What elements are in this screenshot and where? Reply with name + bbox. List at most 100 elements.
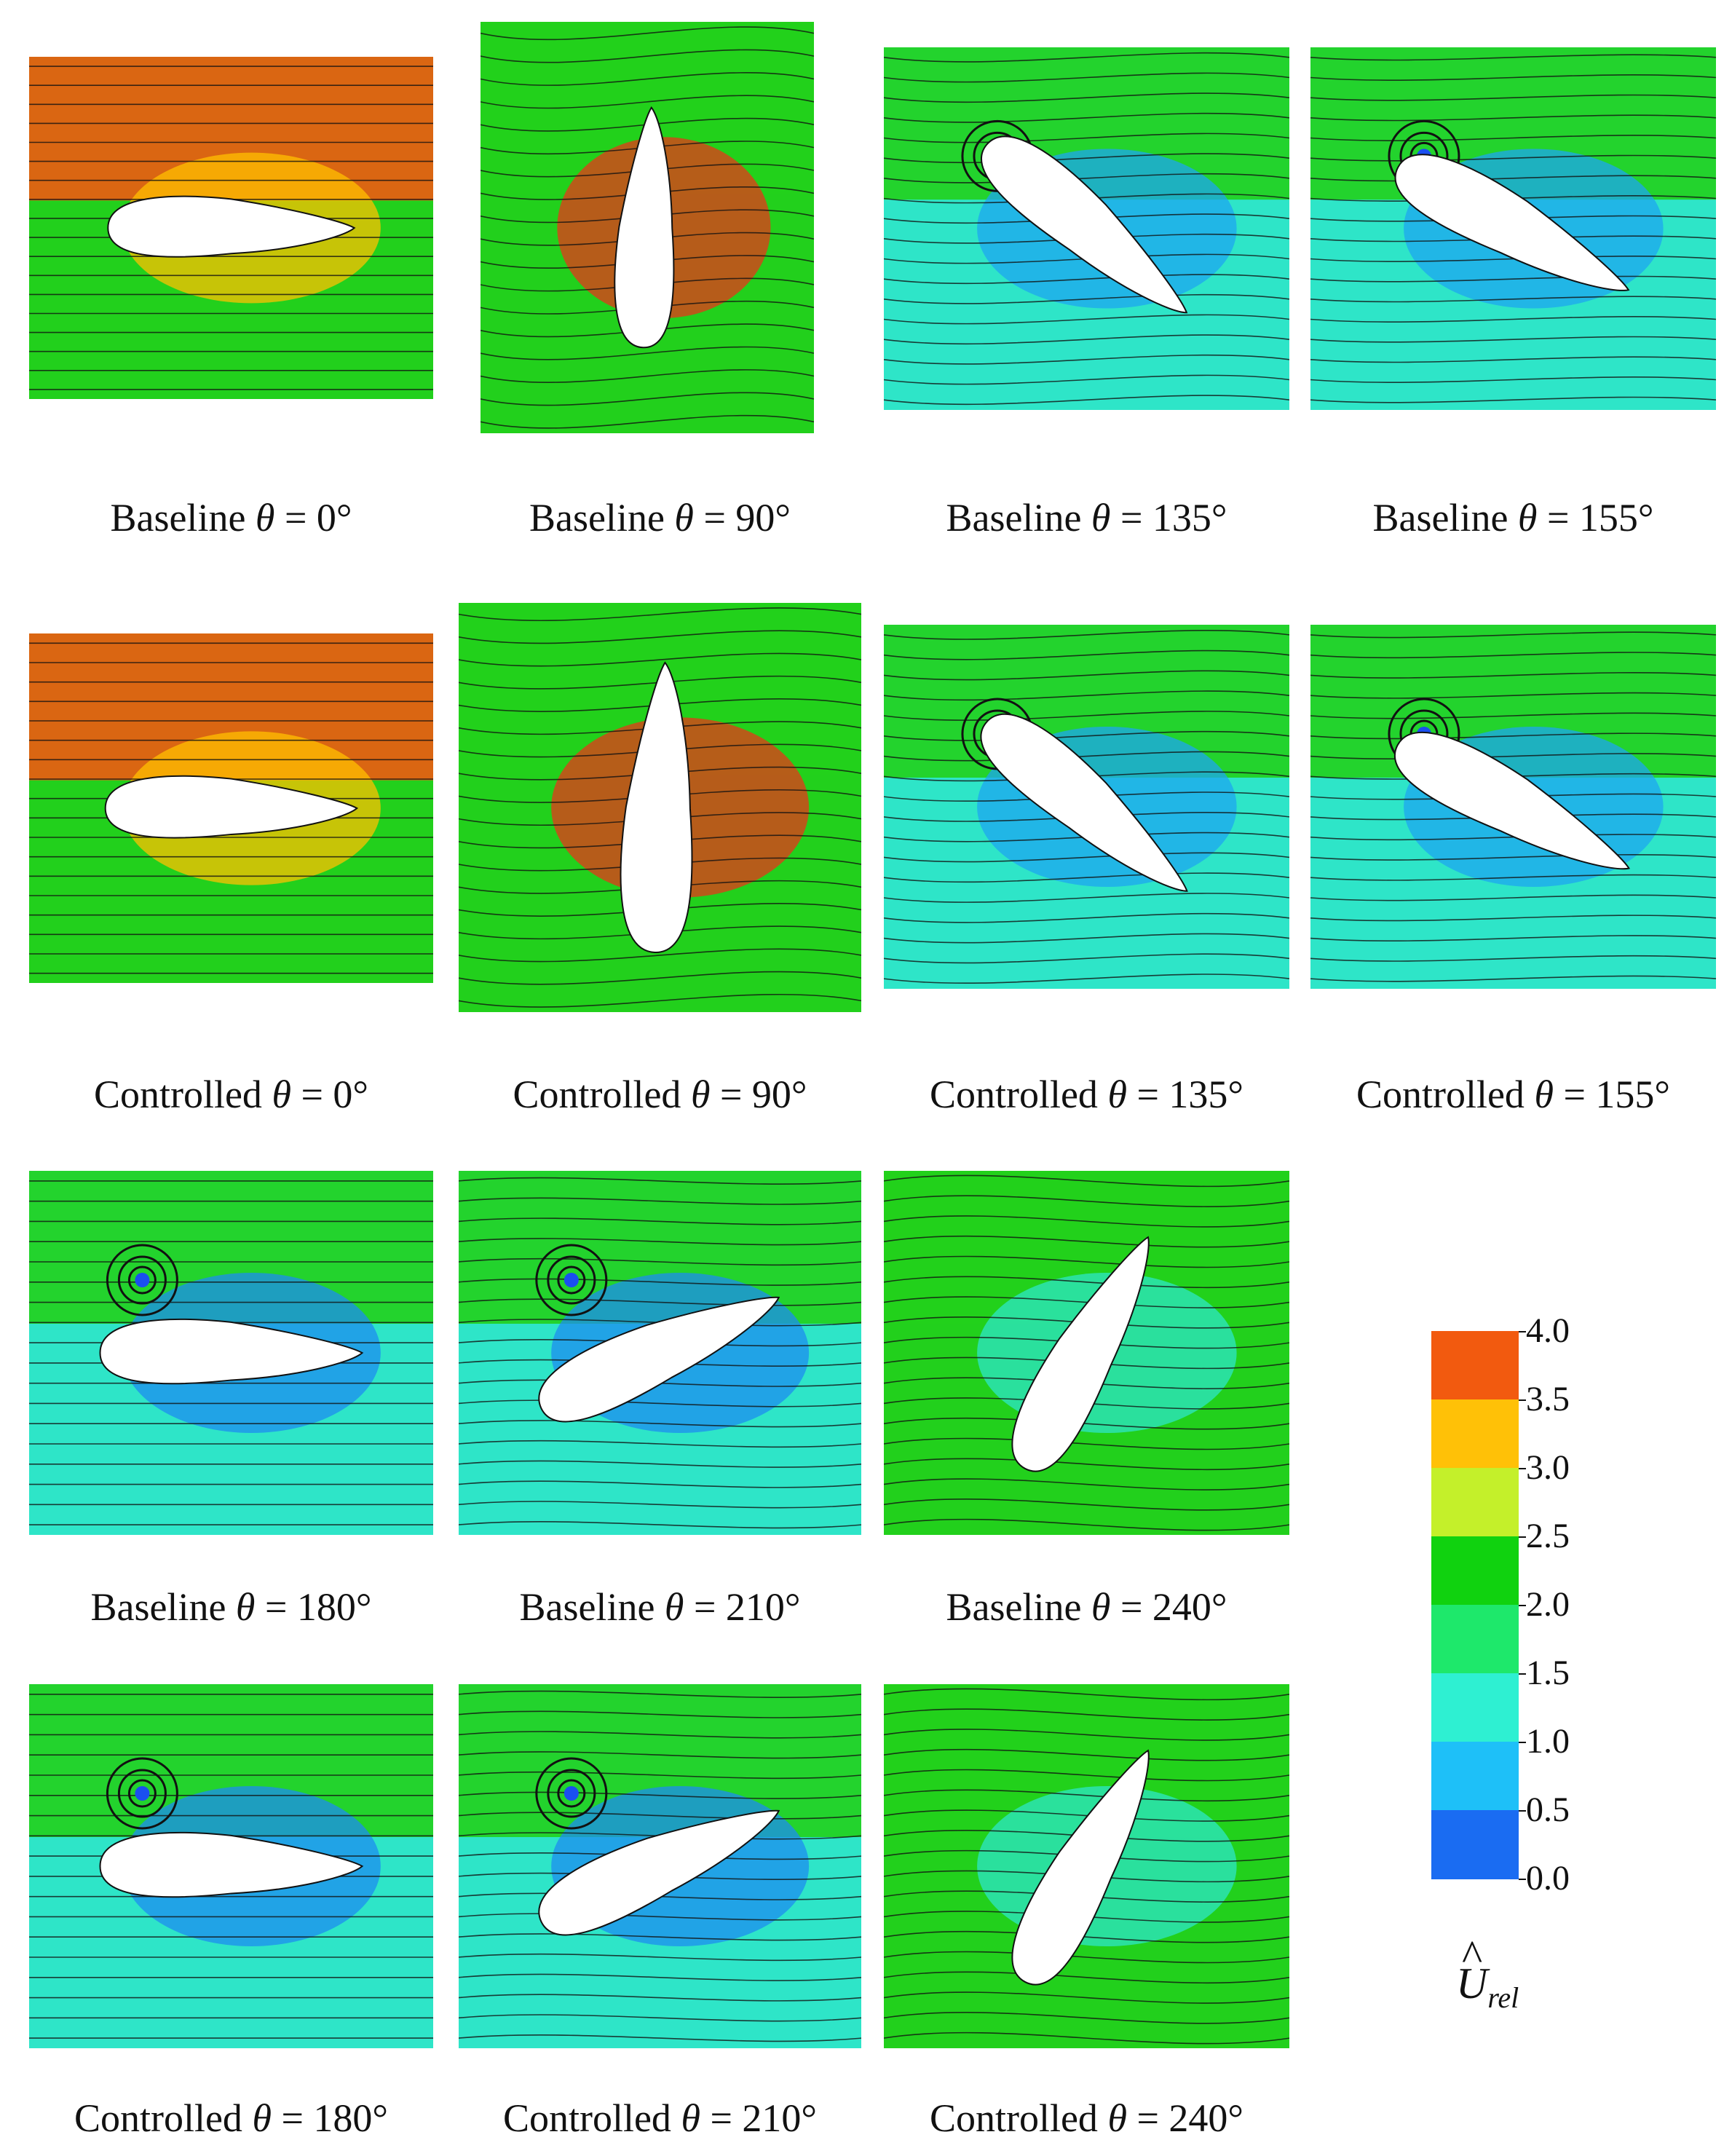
- colorbar-level: [1431, 1673, 1519, 1742]
- streamline: [459, 1197, 861, 1205]
- caption-c210: Controlled θ = 210°: [502, 2096, 818, 2140]
- streamline: [459, 2014, 861, 2022]
- streamline: [459, 1480, 861, 1488]
- airfoil-group: [538, 1809, 780, 1936]
- streamline: [884, 293, 1289, 304]
- streamline: [884, 2031, 1289, 2045]
- streamline: [459, 630, 861, 644]
- streamline: [1310, 74, 1716, 81]
- streamline: [1310, 935, 1716, 942]
- streamline: [1310, 874, 1716, 881]
- streamline: [459, 1731, 861, 1739]
- colorbar-tick-label: 2.0: [1526, 1585, 1570, 1624]
- streamline: [459, 1460, 861, 1468]
- vortex-ring: [557, 1265, 586, 1295]
- colorbar-level: [1431, 1536, 1519, 1606]
- colorbar-tick-mark: [1519, 1468, 1526, 1469]
- panel-c180: [29, 1684, 433, 2048]
- streamline: [1310, 712, 1716, 719]
- colorbar-tick-mark: [1519, 1810, 1526, 1812]
- airfoil: [1011, 1749, 1150, 1986]
- streamline: [481, 392, 814, 406]
- streamline: [884, 1688, 1289, 1701]
- flow-field: [29, 633, 433, 983]
- panel-b240: [884, 1171, 1289, 1535]
- streamline: [1310, 894, 1716, 901]
- streamline: [884, 1748, 1289, 1761]
- streamline: [459, 1399, 861, 1407]
- streamline: [459, 1501, 861, 1509]
- streamline: [884, 1930, 1289, 1943]
- streamline: [459, 993, 861, 1008]
- airfoil: [1011, 1236, 1150, 1472]
- streamline: [481, 346, 814, 360]
- panel-c240: [884, 1684, 1289, 2048]
- streamline: [459, 2034, 861, 2042]
- caption-b240: Baseline θ = 240°: [946, 1585, 1227, 1629]
- caption-c0: Controlled θ = 0°: [93, 1073, 369, 1116]
- airfoil-group: [620, 661, 693, 953]
- airfoil: [980, 714, 1188, 892]
- airfoil-group: [538, 1296, 780, 1423]
- streamline: [884, 852, 1289, 863]
- streamline: [1310, 671, 1716, 679]
- airfoil-group: [107, 195, 356, 258]
- streamline: [459, 1520, 861, 1529]
- caption-b0: Baseline θ = 0°: [110, 496, 352, 540]
- airfoil: [538, 1809, 780, 1936]
- streamline: [459, 1751, 861, 1759]
- vortex-ring: [117, 1255, 167, 1305]
- streamline: [884, 751, 1289, 762]
- streamline: [884, 1708, 1289, 1721]
- streamline: [459, 1257, 861, 1266]
- streamline: [884, 629, 1289, 640]
- panel-c135: [884, 625, 1289, 989]
- panel-b0: [29, 57, 433, 399]
- streamline: [481, 95, 814, 109]
- streamline: [459, 971, 861, 985]
- streamline: [1310, 114, 1716, 122]
- flow-field: [459, 1684, 861, 2048]
- flow-field: [29, 1684, 433, 2048]
- streamline: [884, 1789, 1289, 1802]
- airfoil: [1393, 731, 1631, 870]
- streamline: [884, 1215, 1289, 1228]
- streamline: [884, 72, 1289, 83]
- caption-c155: Controlled θ = 155°: [1356, 1073, 1671, 1116]
- colorbar-title-main: U: [1456, 1959, 1488, 2007]
- streamline: [1310, 94, 1716, 101]
- streamline: [884, 112, 1289, 123]
- streamline: [1310, 975, 1716, 982]
- streamline: [1310, 54, 1716, 61]
- streamline: [1310, 154, 1716, 162]
- streamline: [481, 49, 814, 63]
- streamline: [884, 1195, 1289, 1207]
- streamline: [884, 173, 1289, 183]
- streamline: [459, 1710, 861, 1718]
- streamline: [1310, 336, 1716, 343]
- streamline: [1310, 915, 1716, 922]
- streamline: [884, 374, 1289, 385]
- streamline: [459, 1953, 861, 1962]
- streamline: [1310, 376, 1716, 383]
- vortex-ring: [117, 1769, 167, 1818]
- colorbar-level: [1431, 1810, 1519, 1879]
- panel-b155: [1310, 47, 1716, 410]
- streamline: [459, 607, 861, 622]
- streamline: [1310, 316, 1716, 323]
- vortex-ring: [557, 1779, 586, 1808]
- streamline: [884, 933, 1289, 944]
- streamline: [884, 1951, 1289, 1964]
- streamline: [1310, 135, 1716, 141]
- streamline: [1310, 396, 1716, 403]
- streamline: [459, 1420, 861, 1428]
- streamline: [884, 1458, 1289, 1471]
- airfoil: [620, 661, 693, 953]
- airfoil: [538, 1296, 780, 1423]
- streamline: [884, 690, 1289, 701]
- colorbar-level: [1431, 1468, 1519, 1537]
- panel-b90: [481, 22, 814, 433]
- vortex-ring: [127, 1265, 157, 1295]
- streamline: [884, 1991, 1289, 2004]
- flow-field: [29, 57, 433, 399]
